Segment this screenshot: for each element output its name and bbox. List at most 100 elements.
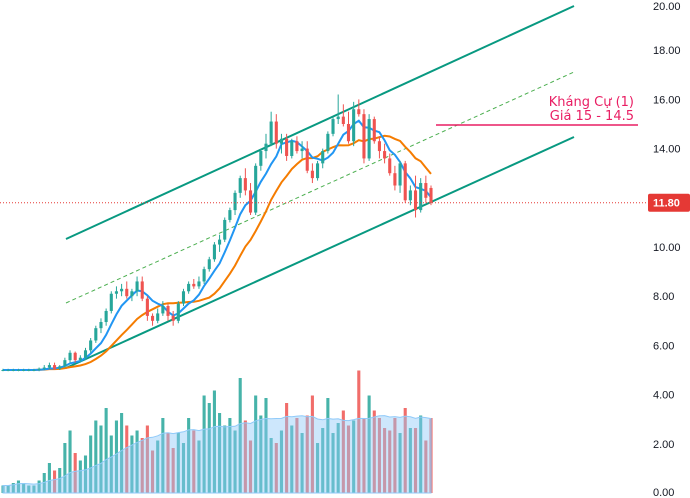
candle: [228, 207, 232, 223]
candle: [1, 368, 5, 372]
candle-body: [346, 124, 351, 142]
volume-bar: [377, 418, 381, 493]
candle-body: [181, 291, 186, 304]
candle-body: [362, 114, 366, 159]
candle-body: [269, 121, 273, 144]
volume-bar: [310, 395, 314, 493]
candle: [171, 310, 175, 326]
volume-bar: [202, 395, 206, 493]
candle: [238, 175, 242, 198]
volume-bar: [264, 398, 268, 493]
candle-body: [233, 192, 237, 211]
volume-bar: [27, 485, 31, 493]
volume-bar: [269, 438, 273, 493]
candle: [316, 160, 320, 181]
candle-body: [42, 367, 46, 369]
candle-body: [99, 322, 103, 329]
volume-bar: [114, 420, 118, 493]
candle-body: [192, 283, 196, 287]
y-tick-label: 10.00: [653, 242, 681, 254]
candle: [207, 256, 211, 272]
volume-bar: [207, 403, 211, 493]
candle: [11, 368, 15, 372]
candle: [114, 286, 118, 299]
volume-bar: [94, 420, 98, 493]
candle-body: [207, 259, 211, 270]
candle: [73, 351, 77, 363]
volume-bar: [238, 378, 242, 493]
candle-body: [254, 165, 258, 213]
volume-bar: [73, 453, 77, 493]
volume-bar: [171, 448, 175, 493]
candle-body: [326, 133, 330, 152]
volume-bar: [352, 420, 356, 493]
candle: [202, 266, 206, 284]
candle: [197, 276, 201, 289]
candle: [305, 141, 309, 174]
volume-bar: [166, 433, 170, 493]
candle: [413, 175, 418, 218]
volume-bar: [295, 418, 299, 493]
candle-body: [383, 151, 387, 159]
volume-bar: [326, 398, 330, 493]
volume-bar: [408, 428, 412, 493]
channel-lower-line: [65, 136, 575, 369]
candle: [125, 281, 129, 299]
y-tick-label: 6.00: [653, 340, 674, 352]
candle-body: [413, 190, 418, 211]
candle-body: [228, 210, 232, 220]
candle-body: [114, 291, 118, 294]
candle-body: [316, 163, 320, 179]
volume-bar: [37, 480, 41, 493]
volume-bar: [197, 440, 201, 493]
volume-bar: [161, 418, 165, 493]
y-tick-label: 20.00: [653, 1, 681, 13]
candle: [408, 185, 412, 206]
volume-bar: [305, 415, 309, 493]
candle: [63, 357, 67, 368]
candle: [42, 365, 46, 370]
candle: [166, 303, 170, 321]
volume-bar: [372, 410, 376, 493]
volume-bars: [1, 370, 433, 493]
candle-body: [83, 350, 88, 358]
candle-body: [145, 298, 149, 316]
candle-body: [393, 173, 397, 186]
candle-body: [357, 109, 361, 115]
candle: [393, 165, 397, 191]
candle-body: [408, 190, 412, 201]
volume-bar: [403, 408, 407, 493]
price-axis[interactable]: 0.002.004.006.008.0010.0012.0014.0016.00…: [653, 1, 681, 498]
candle: [104, 308, 108, 326]
candle: [264, 133, 268, 159]
candle-body: [331, 119, 335, 134]
candle-body: [166, 306, 170, 316]
candle: [16, 368, 21, 372]
candle-body: [429, 187, 433, 203]
volume-bar: [58, 468, 62, 493]
volume-bar: [192, 430, 196, 493]
candle: [120, 283, 124, 297]
channel-upper-line: [65, 5, 575, 240]
candle: [130, 288, 134, 302]
resistance-annotation-price: Giá 15 - 14.5: [550, 109, 634, 124]
volume-bar: [367, 395, 371, 493]
candle: [403, 160, 407, 203]
volume-bar: [130, 435, 134, 493]
candle-body: [274, 121, 278, 144]
candle-body: [279, 138, 284, 144]
candle: [233, 190, 237, 216]
volume-bar: [362, 418, 366, 493]
candle: [357, 99, 361, 117]
volume-bar: [357, 370, 361, 493]
candle-body: [336, 116, 340, 120]
candle-body: [424, 183, 428, 198]
candle-body: [58, 366, 62, 369]
candle-body: [197, 281, 201, 287]
volume-bar: [279, 430, 284, 493]
candle: [89, 338, 93, 353]
candle-body: [187, 283, 191, 292]
candle-body: [321, 151, 325, 164]
candle-body: [11, 370, 15, 371]
